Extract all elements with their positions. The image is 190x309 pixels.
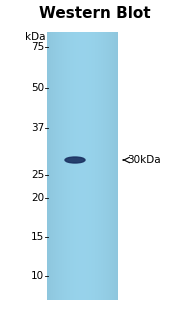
Text: 37: 37 [31, 123, 44, 133]
Text: 15: 15 [31, 232, 44, 242]
Text: 10: 10 [31, 271, 44, 281]
Text: 25: 25 [31, 170, 44, 180]
Text: 50: 50 [31, 83, 44, 93]
Text: Western Blot: Western Blot [39, 6, 151, 22]
Text: kDa: kDa [25, 32, 45, 42]
Ellipse shape [65, 157, 85, 163]
Text: 30kDa: 30kDa [127, 155, 161, 165]
Text: 75: 75 [31, 42, 44, 52]
Text: 20: 20 [31, 193, 44, 203]
